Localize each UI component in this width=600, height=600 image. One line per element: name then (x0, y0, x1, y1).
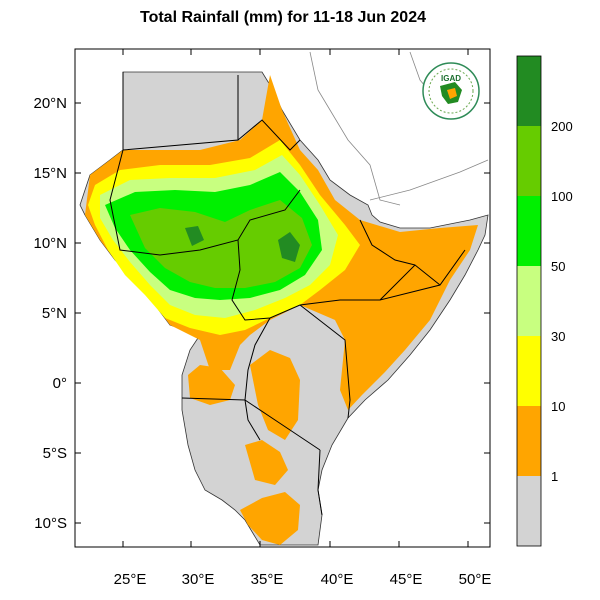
colorbar (516, 55, 542, 547)
colorbar-label: 30 (551, 329, 565, 344)
lat-label: 10°N (33, 235, 67, 252)
colorbar-bin (517, 266, 541, 336)
lat-label: 0° (53, 375, 67, 392)
colorbar-bin (517, 56, 541, 126)
colorbar-label: 1 (551, 469, 558, 484)
colorbar-label: 10 (551, 399, 565, 414)
lon-label: 40°E (321, 571, 354, 588)
rain-zone-lake (188, 365, 235, 405)
lat-label: 10°S (34, 515, 67, 532)
lat-label: 15°N (33, 165, 67, 182)
lat-label: 5°N (42, 305, 67, 322)
lon-label: 30°E (182, 571, 215, 588)
colorbar-bin (517, 196, 541, 266)
rain-zone-over-200 (278, 232, 300, 262)
colorbar-bin (517, 476, 541, 546)
igad-logo: IGAD (422, 62, 480, 120)
country-borders (109, 72, 466, 516)
colorbar-label: 200 (551, 119, 573, 134)
lon-label: 45°E (390, 571, 423, 588)
colorbar-bin (517, 126, 541, 196)
lat-label: 5°S (43, 445, 67, 462)
rain-zone-central (250, 350, 300, 440)
rain-zone-south (240, 492, 300, 545)
map-title: Total Rainfall (mm) for 11-18 Jun 2024 (139, 9, 426, 26)
lat-label: 20°N (33, 95, 67, 112)
rain-zone-east-africa (245, 440, 288, 485)
lon-label: 35°E (251, 571, 284, 588)
colorbar-bin (517, 336, 541, 406)
lon-label: 50°E (459, 571, 492, 588)
axis-ticks (75, 49, 490, 547)
logo-text: IGAD (441, 74, 461, 83)
colorbar-bin (517, 406, 541, 476)
colorbar-label: 100 (551, 189, 573, 204)
rain-zone-over-200-b (185, 226, 204, 246)
lon-label: 25°E (114, 571, 147, 588)
colorbar-label: 50 (551, 259, 565, 274)
